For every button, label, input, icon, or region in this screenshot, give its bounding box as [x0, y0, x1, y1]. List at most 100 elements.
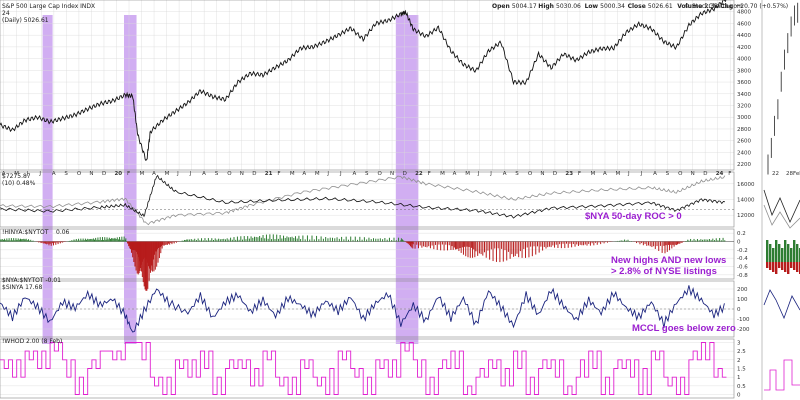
- tick-labels: A M J J A S O N D 20 F M A M J J A S O N D 21 F M A M J J A S O N D 22 F M A…: [2, 10, 755, 399]
- watermark: © StockCharts.com: [684, 3, 743, 10]
- mini-hl-bar-pos: [787, 244, 790, 262]
- y-tick-label: 0.5: [737, 384, 746, 390]
- count-panel-value: 2.00 (8 Feb): [26, 338, 62, 345]
- mini-hl-bar-pos: [766, 240, 769, 262]
- month-tick-label: 21: [265, 171, 273, 177]
- month-tick-label: A: [603, 171, 607, 177]
- mccl-annotation: MCCL goes below zero: [632, 323, 736, 334]
- month-tick-label: O: [77, 171, 82, 177]
- mini-hl-bar-neg: [787, 262, 790, 274]
- mini-hl-bar-neg: [781, 262, 784, 270]
- month-tick-label: 20: [114, 171, 122, 177]
- month-tick-label: D: [553, 171, 557, 177]
- month-tick-label: M: [590, 171, 595, 177]
- mini-tick-label: 28Feb: [786, 171, 800, 177]
- month-tick-label: F: [428, 171, 431, 177]
- highs-lows-annotation-line-1: New highs AND new lows: [611, 255, 726, 266]
- mccl-header-line-2: $SINYA 17.68: [2, 284, 42, 291]
- month-tick-label: N: [390, 171, 394, 177]
- month-tick-label: D: [403, 171, 407, 177]
- y-tick-label: 100: [737, 297, 748, 303]
- y-tick-label: 1.5: [737, 367, 746, 373]
- month-tick-label: A: [302, 171, 306, 177]
- count-panel-title: !WHOD: [2, 338, 25, 345]
- month-tick-label: N: [691, 171, 695, 177]
- month-tick-label: J: [640, 171, 643, 177]
- y-tick-label: 0: [737, 393, 741, 399]
- mini-hl-bar-neg: [793, 262, 796, 270]
- roc-line-1: [0, 174, 725, 219]
- y-tick-label: -0.6: [737, 265, 748, 271]
- mini-hl-bar-pos: [790, 248, 793, 262]
- roc-line-0: [0, 175, 726, 226]
- y-tick-label: 3800: [737, 68, 751, 74]
- month-tick-label: M: [140, 171, 145, 177]
- chart-date-line: 24: [2, 10, 10, 17]
- mini-roc-line-2: [763, 204, 800, 229]
- mini-mccl-line: [763, 289, 800, 320]
- y-tick-label: 3200: [737, 104, 751, 110]
- mccl-header-line-1: $NYA:$NYTOT -0.01: [2, 277, 61, 284]
- ohlc-open: Open 5004.17: [492, 3, 537, 10]
- month-tick-label: A: [2, 171, 6, 177]
- month-tick-label: D: [703, 171, 707, 177]
- mini-hl-bar-pos: [793, 240, 796, 262]
- mini-hl-bar-pos: [772, 248, 775, 262]
- y-tick-label: 3600: [737, 80, 751, 86]
- month-tick-label: J: [38, 171, 41, 177]
- month-tick-label: A: [352, 171, 356, 177]
- ohlc-close: Close 5026.61: [628, 3, 673, 10]
- month-tick-label: A: [503, 171, 507, 177]
- month-tick-label: M: [165, 171, 170, 177]
- mccl-line: [0, 285, 725, 333]
- month-tick-label: A: [453, 171, 457, 177]
- mini-hl-bar-neg: [769, 262, 772, 270]
- month-tick-label: J: [489, 171, 492, 177]
- mini-hl-bar-neg: [790, 262, 793, 268]
- y-tick-label: 12000: [737, 213, 755, 219]
- month-tick-label: F: [578, 171, 581, 177]
- mini-hl-bar-pos: [781, 248, 784, 262]
- highs-lows-annotation-line-2: > 2.8% of NYSE listings: [611, 266, 717, 277]
- month-tick-label: F: [728, 171, 731, 177]
- panel-frame-new_highs_lows: [0, 228, 735, 280]
- month-tick-label: J: [326, 171, 329, 177]
- month-tick-label: O: [378, 171, 383, 177]
- month-tick-label: S: [215, 171, 219, 177]
- ohlc-volume: Volume 2.3B: [677, 3, 718, 10]
- mini-chart-column: 22 28Feb: [761, 0, 800, 400]
- y-tick-label: 0.2: [737, 231, 746, 237]
- ohlc-high: High 5030.06: [538, 3, 581, 10]
- month-tick-label: F: [127, 171, 130, 177]
- y-tick-label: -200: [737, 327, 750, 333]
- mini-hl-bar-neg: [772, 262, 775, 272]
- ohlc-readout: Open 5004.17 High 5030.06 Low 5000.34 Close…: [492, 3, 788, 10]
- roc-header-line-2: (10) 0.48%: [2, 180, 36, 187]
- y-tick-label: -100: [737, 317, 750, 323]
- y-tick-label: 4000: [737, 57, 751, 63]
- month-tick-label: A: [202, 171, 206, 177]
- y-tick-label: 16000: [737, 182, 755, 188]
- ohlc-low: Low 5000.34: [585, 3, 626, 10]
- count-step-line: [0, 342, 727, 395]
- hl-panel-title: !HINYA:$NYTOT: [2, 229, 49, 236]
- mini-hl-bar-pos: [769, 244, 772, 262]
- y-tick-label: 4800: [737, 10, 751, 16]
- month-tick-label: 24: [716, 171, 724, 177]
- month-tick-label: M: [14, 171, 19, 177]
- month-tick-label: J: [26, 171, 29, 177]
- y-tick-label: 1: [737, 375, 741, 381]
- y-tick-label: 14000: [737, 198, 755, 204]
- month-tick-label: A: [653, 171, 657, 177]
- mini-hl-bar-pos: [784, 240, 787, 262]
- mini-hl-bar-neg: [796, 262, 799, 272]
- y-tick-label: 0: [737, 307, 741, 313]
- month-tick-label: D: [252, 171, 256, 177]
- month-tick-label: M: [315, 171, 320, 177]
- mini-count-line: [764, 359, 800, 391]
- mini-hl-bar-neg: [766, 262, 769, 268]
- highlight-band-0: [42, 15, 53, 344]
- month-tick-label: J: [477, 171, 480, 177]
- y-tick-label: 2800: [737, 127, 751, 133]
